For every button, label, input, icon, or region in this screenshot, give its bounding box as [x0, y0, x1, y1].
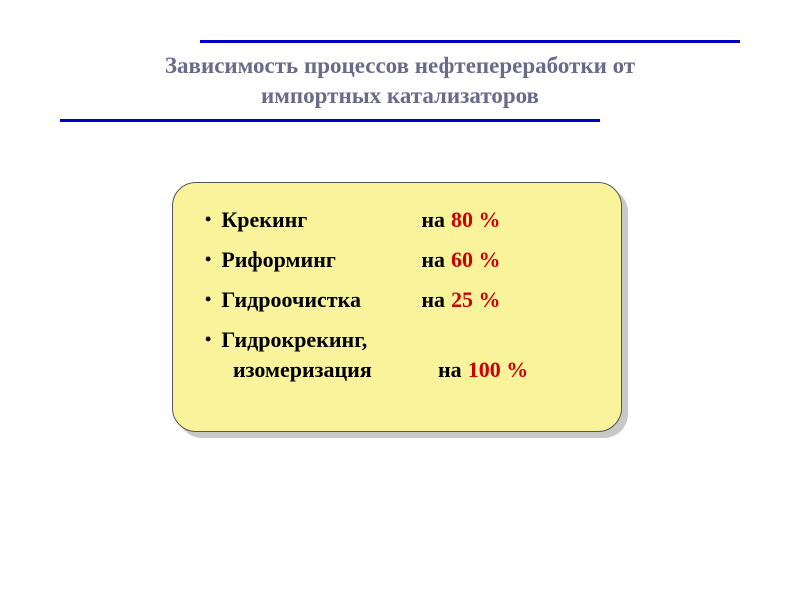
item-prefix: на: [421, 247, 445, 273]
top-rule: [200, 40, 740, 43]
item-label: Гидрокрекинг,: [221, 327, 367, 353]
item-prefix: на: [438, 357, 462, 383]
header: Зависимость процессов нефтепереработки о…: [0, 40, 800, 122]
item-value: 80 %: [451, 207, 501, 233]
list-item: • Риформинг на 60 %: [205, 247, 601, 273]
bullet-icon: •: [205, 329, 211, 350]
slide-title: Зависимость процессов нефтепереработки о…: [0, 51, 800, 111]
title-line-1: Зависимость процессов нефтепереработки о…: [165, 53, 635, 78]
item-value: 60 %: [451, 247, 501, 273]
item-label: Риформинг: [221, 247, 421, 273]
bottom-rule: [60, 119, 600, 122]
info-card: • Крекинг на 80 % • Риформинг на 60 % • …: [172, 182, 622, 432]
bullet-icon: •: [205, 209, 211, 230]
item-prefix: на: [421, 287, 445, 313]
list-item: • Гидроочистка на 25 %: [205, 287, 601, 313]
title-line-2: импортных катализаторов: [261, 83, 539, 108]
list-item: • Крекинг на 80 %: [205, 207, 601, 233]
item-label: Крекинг: [221, 207, 421, 233]
item-label: Гидроочистка: [221, 287, 421, 313]
item-prefix: на: [421, 207, 445, 233]
item-value: 100 %: [468, 357, 529, 383]
list-item: • Гидрокрекинг, изомеризация на 100 %: [205, 327, 601, 383]
bullet-icon: •: [205, 289, 211, 310]
item-value: 25 %: [451, 287, 501, 313]
item-label-line2: изомеризация: [233, 357, 438, 383]
bullet-icon: •: [205, 249, 211, 270]
